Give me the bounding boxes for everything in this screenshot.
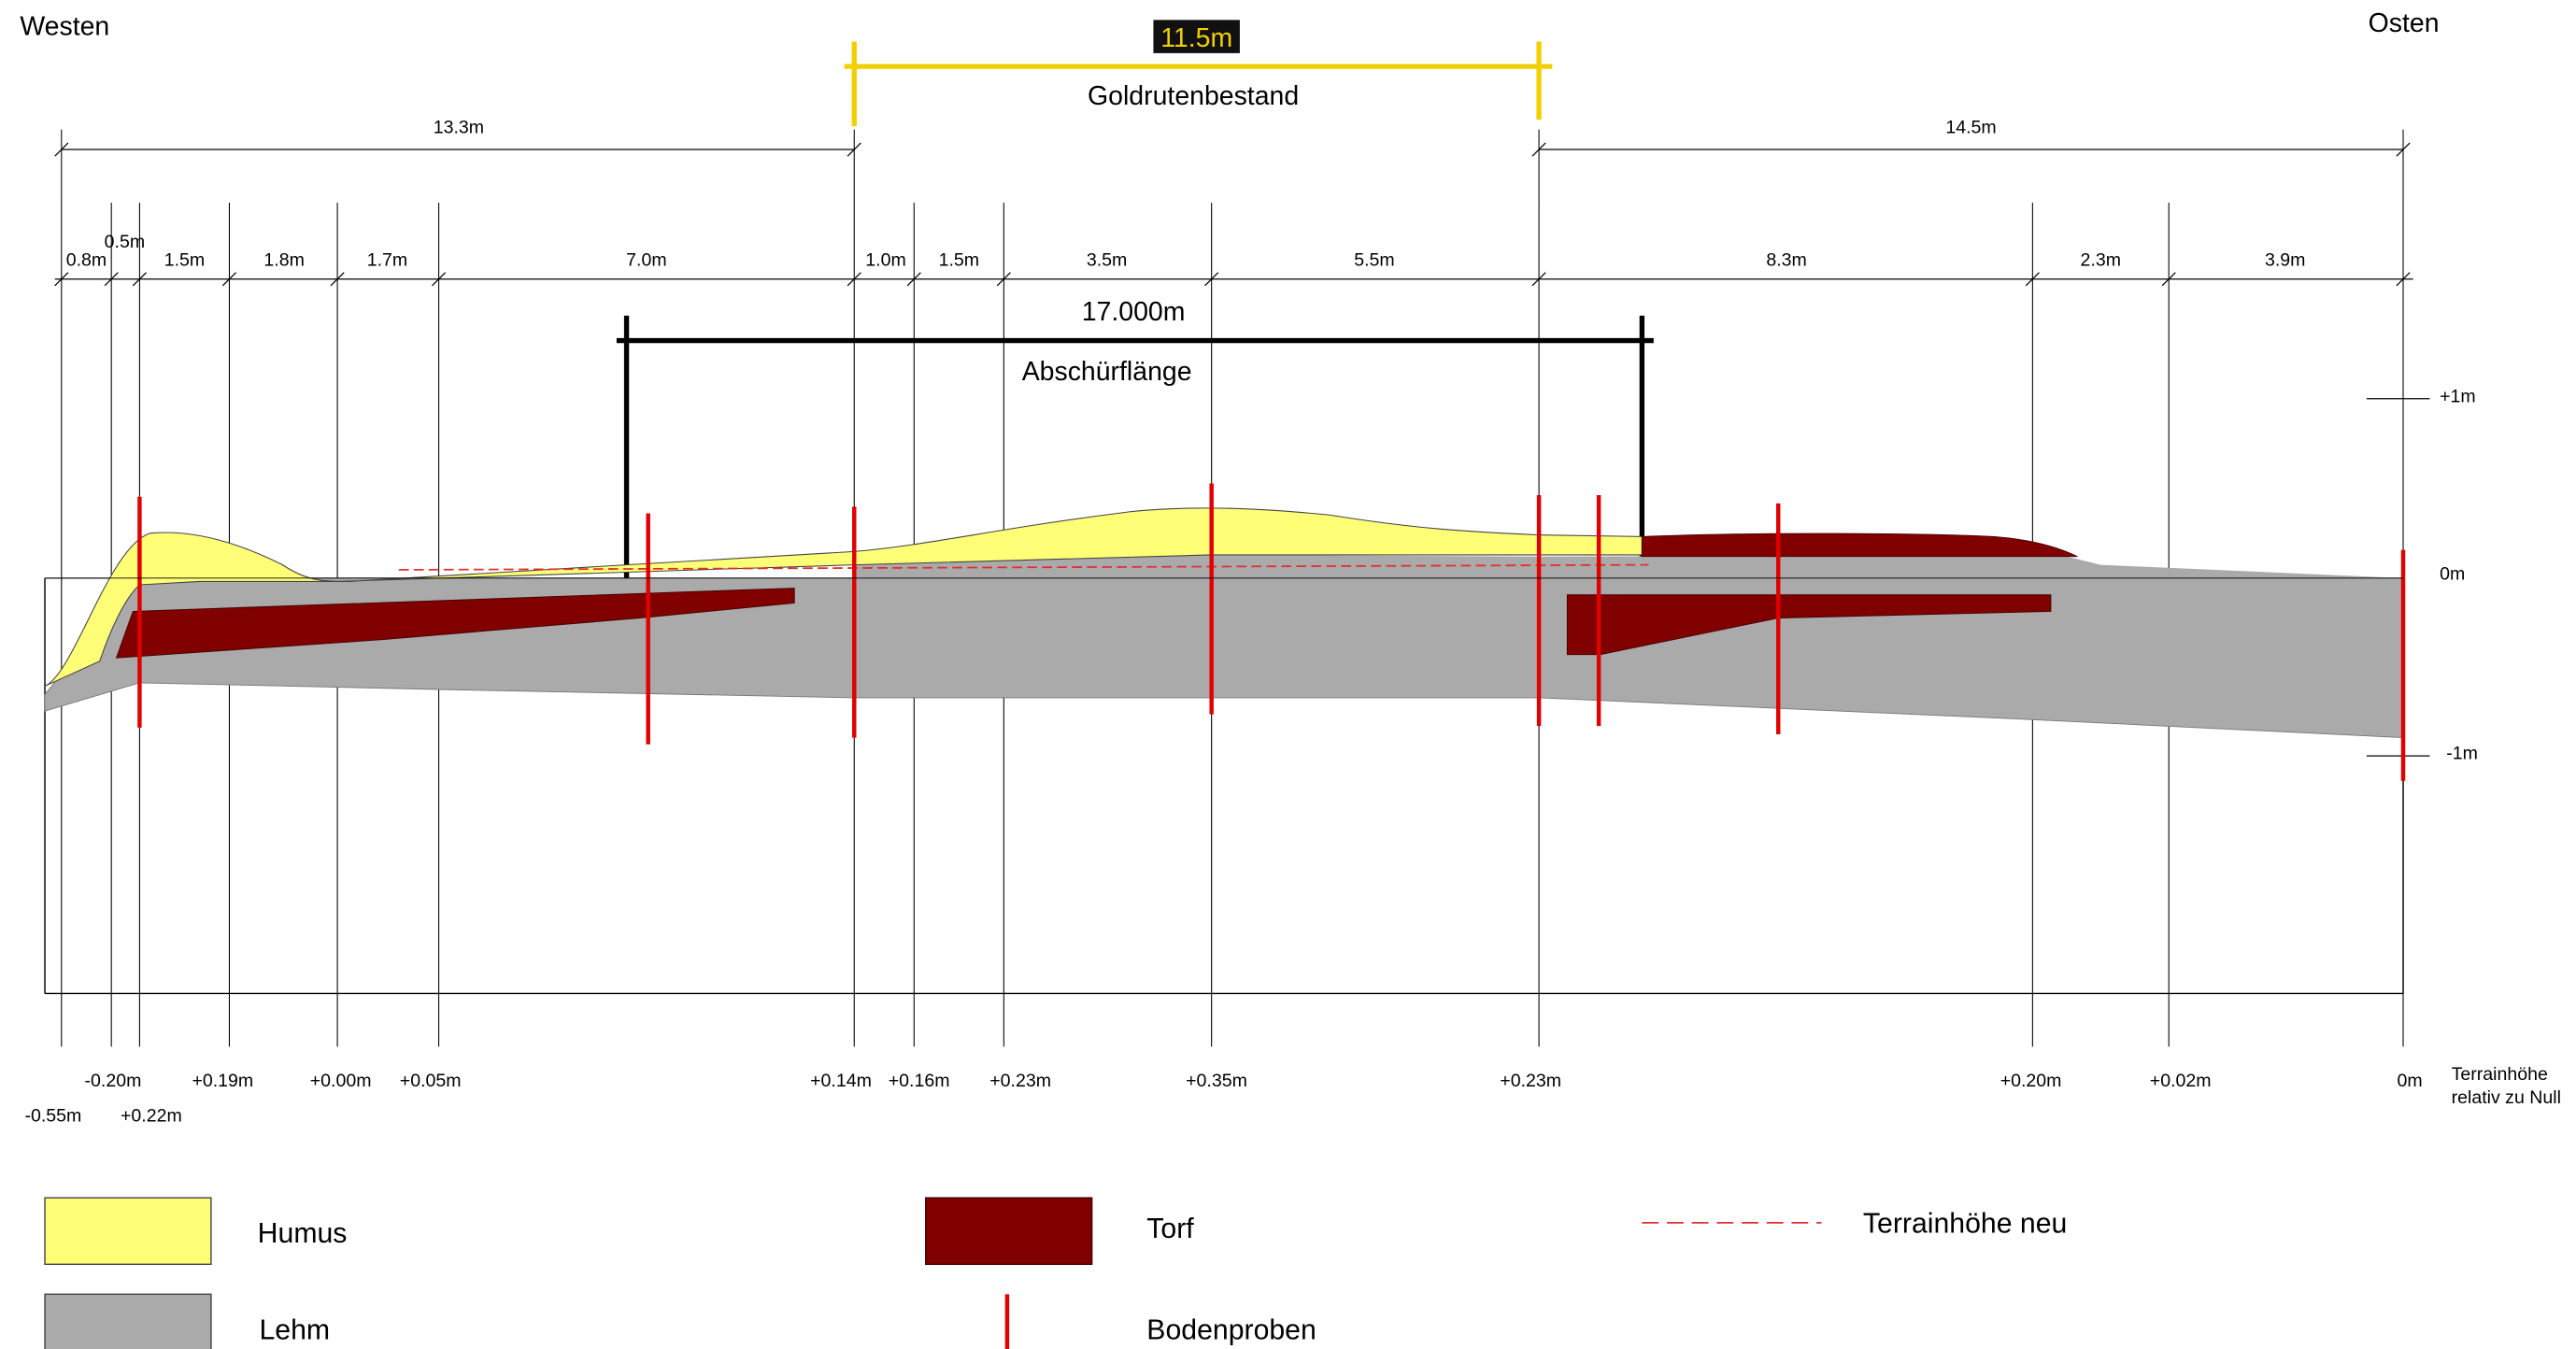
goldruten-length: 11.5m	[1160, 23, 1232, 53]
legend-swatch-lehm	[44, 1293, 212, 1349]
goldruten-length-badge	[1153, 20, 1240, 53]
segment-label: 3.9m	[2265, 250, 2305, 271]
elevation-plus1: +1m	[2440, 386, 2476, 406]
terrain-height: +0.23m	[1500, 1071, 1561, 1091]
segment-label: 7.0m	[626, 250, 666, 271]
elevation-minus1: -1m	[2446, 744, 2478, 764]
elevation-zero: 0m	[2440, 564, 2465, 585]
terrain-caption-line1: Terrainhöhe	[2452, 1064, 2548, 1085]
legend-label-torf: Torf	[1146, 1214, 1194, 1244]
lehm-raised-top	[854, 554, 2404, 578]
elevation-scale	[2366, 398, 2430, 757]
segment-label: 5.5m	[1354, 250, 1394, 271]
legend: Humus Lehm Torf Bodenproben Terrainhöhe …	[44, 1197, 2067, 1349]
terrain-height: +0.23m	[989, 1071, 1051, 1091]
terrain-height: +0.00m	[310, 1071, 372, 1091]
segment-label: 1.7m	[367, 250, 407, 271]
terrain-height: +0.19m	[192, 1071, 253, 1091]
direction-east: Osten	[2369, 8, 2440, 38]
segment-labels: 0.8m 0.5m 1.5m 1.8m 1.7m 7.0m 1.0m 1.5m …	[66, 232, 2306, 271]
terrain-height: +0.14m	[810, 1071, 872, 1091]
span-west: 13.3m	[434, 117, 484, 137]
terrain-height: +0.05m	[400, 1071, 462, 1091]
span-east: 14.5m	[1945, 117, 1996, 137]
legend-swatch-humus	[44, 1197, 212, 1266]
segment-label: 1.5m	[939, 250, 979, 271]
segment-label: 1.5m	[164, 250, 205, 271]
torf-surface-east	[1641, 532, 2078, 558]
segment-label: 8.3m	[1766, 250, 1806, 271]
legend-swatch-torf	[925, 1197, 1093, 1266]
direction-west: Westen	[20, 11, 109, 41]
segment-label: 0.5m	[105, 232, 145, 252]
terrain-neu-line	[398, 563, 1649, 571]
segment-label: 0.8m	[66, 250, 107, 271]
terrain-height: -0.55m	[24, 1105, 81, 1126]
segment-label: 1.0m	[865, 250, 905, 271]
goldruten-bar	[844, 41, 1553, 127]
legend-label-humus: Humus	[258, 1218, 348, 1249]
terrain-height: +0.20m	[2000, 1071, 2062, 1091]
segment-label: 1.8m	[263, 250, 304, 271]
soil-samples	[137, 483, 2406, 781]
segment-label: 2.3m	[2081, 250, 2121, 271]
segment-dimension-line	[54, 272, 2413, 287]
terrain-height: 0m	[2398, 1071, 2423, 1091]
legend-label-lehm: Lehm	[259, 1314, 330, 1345]
abschuerf-label: Abschürflänge	[1022, 357, 1192, 387]
terrain-height: -0.20m	[85, 1071, 142, 1091]
terrain-height: +0.35m	[1186, 1071, 1247, 1091]
terrain-height: +0.22m	[121, 1105, 182, 1126]
segment-label: 3.5m	[1087, 250, 1127, 271]
abschuerf-length: 17.000m	[1082, 297, 1186, 327]
goldruten-label: Goldrutenbestand	[1088, 81, 1299, 111]
terrain-height: +0.02m	[2150, 1071, 2212, 1091]
legend-label-bodenproben: Bodenproben	[1146, 1314, 1316, 1345]
legend-label-terrain-neu: Terrainhöhe neu	[1863, 1209, 2067, 1240]
torf-lens-west	[115, 588, 795, 659]
terrain-height: +0.16m	[889, 1071, 950, 1091]
terrain-height-labels: -0.55m -0.20m +0.22m +0.19m +0.00m +0.05…	[24, 1071, 2422, 1126]
terrain-caption-line2: relativ zu Null	[2452, 1087, 2561, 1108]
overall-dimension-line	[54, 142, 2411, 157]
